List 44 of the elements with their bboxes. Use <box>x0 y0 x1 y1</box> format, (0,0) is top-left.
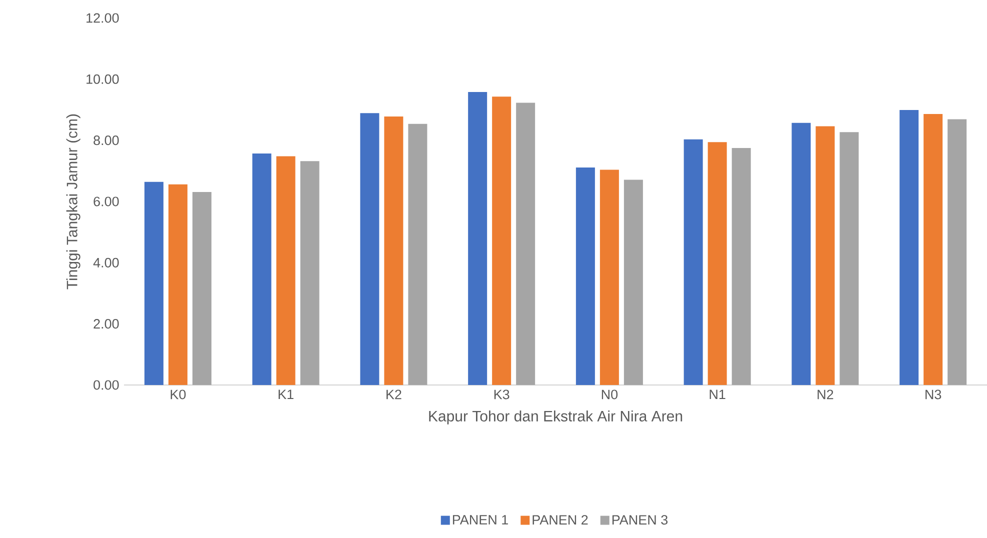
bar <box>684 139 703 385</box>
bar <box>300 161 320 385</box>
y-tick-label: 2.00 <box>94 319 119 329</box>
bar <box>924 114 943 385</box>
bar <box>252 153 272 385</box>
bar <box>792 122 811 385</box>
bar <box>840 132 859 385</box>
bar <box>192 192 212 385</box>
y-axis-title: Tinggi Tangkai Jamur (cm) <box>66 114 80 290</box>
x-tick-label: N1 <box>710 390 726 399</box>
y-tick-label: 4.00 <box>93 258 119 268</box>
bar <box>360 113 380 385</box>
x-tick-label: N0 <box>602 390 618 400</box>
y-tick-label: 10.00 <box>86 74 119 84</box>
bar <box>816 126 835 385</box>
x-tick-label: N3 <box>926 390 942 400</box>
bar <box>708 142 727 385</box>
legend-label: PANEN 1 <box>452 515 508 524</box>
bar <box>168 184 188 385</box>
bar <box>900 110 919 385</box>
bar <box>144 182 164 385</box>
x-tick-label: K3 <box>494 390 510 400</box>
x-tick-label: K0 <box>170 390 186 400</box>
bar <box>516 102 536 385</box>
x-tick-label: K1 <box>278 390 294 399</box>
bar <box>384 116 404 385</box>
legend-label: PANEN 3 <box>612 515 668 525</box>
bar <box>624 180 643 385</box>
bar <box>408 124 428 385</box>
bar <box>576 168 595 385</box>
bar <box>468 92 488 385</box>
y-tick-label: 8.00 <box>94 136 119 146</box>
legend-label: PANEN 2 <box>532 515 588 524</box>
x-tick-label: N2 <box>818 390 834 400</box>
x-tick-label: K2 <box>386 390 402 400</box>
bar <box>732 148 751 385</box>
y-tick-label: 0.00 <box>94 380 119 390</box>
bar <box>600 170 619 385</box>
y-tick-label: 6.00 <box>94 196 119 206</box>
y-tick-label: 12.00 <box>86 13 119 23</box>
bar <box>948 119 967 385</box>
bar <box>492 96 512 385</box>
bar <box>276 156 296 385</box>
x-axis-title: Kapur Tohor dan Ekstrak Air Nira Aren <box>429 410 682 424</box>
